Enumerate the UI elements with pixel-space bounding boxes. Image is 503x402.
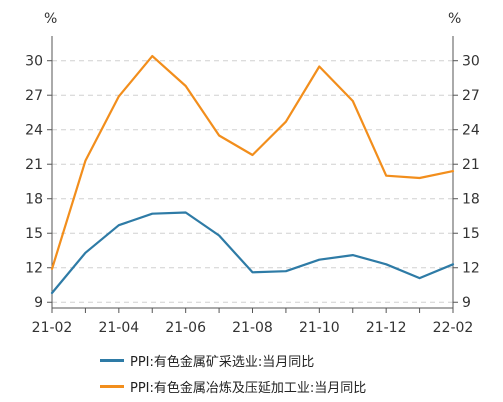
- series-lines: [50, 54, 455, 295]
- y-right-tick-label-27: 27: [462, 88, 480, 104]
- y-left-tick-label-18: 18: [25, 192, 43, 208]
- legend-swatch-smelting: [100, 384, 124, 388]
- y-right-tick-label-18: 18: [462, 192, 480, 208]
- y-axis-right-unit: %: [448, 11, 461, 27]
- legend-item-smelting: PPI:有色金属冶炼及压延加工业:当月同比: [100, 373, 366, 399]
- series-line-1: [50, 54, 455, 270]
- y-left-tick-label-15: 15: [25, 226, 43, 242]
- legend-label-smelting: PPI:有色金属冶炼及压延加工业:当月同比: [130, 380, 367, 396]
- y-right-tick-label-30: 30: [462, 54, 480, 70]
- x-tick-label-21-02: 21-02: [32, 320, 73, 336]
- legend-item-mining: PPI:有色金属矿采选业:当月同比: [100, 347, 366, 373]
- y-left-tick-label-30: 30: [25, 54, 43, 70]
- x-tick-label-21-12: 21-12: [366, 320, 407, 336]
- x-axis-ticks: 21-02 21-04 21-06 21-08 21-10 21-12 22-02: [32, 308, 474, 336]
- y-left-tick-label-27: 27: [25, 88, 43, 104]
- x-tick-label-21-06: 21-06: [165, 320, 206, 336]
- y-right-tick-label-24: 24: [462, 123, 480, 139]
- y-right-tick-label-15: 15: [462, 226, 480, 242]
- x-tick-label-21-08: 21-08: [232, 320, 273, 336]
- legend-label-mining: PPI:有色金属矿采选业:当月同比: [130, 354, 315, 370]
- legend-swatch-mining: [100, 358, 124, 362]
- y-axis-left-unit: %: [44, 11, 57, 27]
- x-tick-label-21-04: 21-04: [98, 320, 139, 336]
- y-left-tick-label-21: 21: [25, 157, 43, 173]
- y-right-tick-label-12: 12: [462, 261, 480, 277]
- y-right-tick-label-21: 21: [462, 157, 480, 173]
- y-axis-right-ticks: 9 12 15 18 21 24 27 30: [453, 54, 480, 311]
- y-right-tick-label-9: 9: [462, 295, 471, 311]
- series-line-0: [50, 211, 455, 295]
- y-axis-left-ticks: 9 12 15 18 21 24 27 30: [25, 54, 52, 311]
- y-left-tick-label-9: 9: [34, 295, 43, 311]
- x-tick-label-21-10: 21-10: [299, 320, 340, 336]
- legend: PPI:有色金属矿采选业:当月同比 PPI:有色金属冶炼及压延加工业:当月同比: [100, 347, 366, 399]
- x-tick-label-22-02: 22-02: [433, 320, 474, 336]
- y-left-tick-label-24: 24: [25, 123, 43, 139]
- y-left-tick-label-12: 12: [25, 261, 43, 277]
